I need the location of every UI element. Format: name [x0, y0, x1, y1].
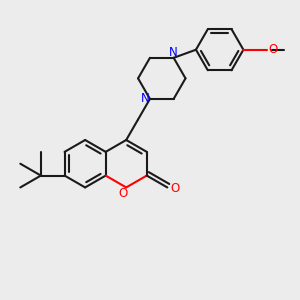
Text: O: O: [171, 182, 180, 195]
Text: O: O: [118, 187, 128, 200]
Text: O: O: [268, 43, 278, 56]
Text: N: N: [140, 92, 149, 105]
Text: N: N: [169, 46, 178, 59]
